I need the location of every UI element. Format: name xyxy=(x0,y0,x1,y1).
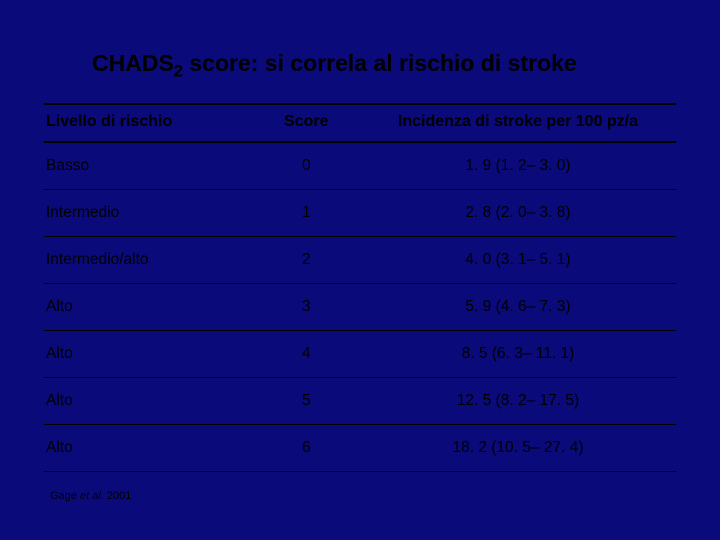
cell-score: 4 xyxy=(253,331,360,378)
cell-level: Alto xyxy=(44,284,253,331)
table-row: Intermedio/alto 2 4. 0 (3. 1– 5. 1) xyxy=(44,237,676,284)
table-row: Basso 0 1. 9 (1. 2– 3. 0) xyxy=(44,142,676,190)
cell-score: 0 xyxy=(253,142,360,190)
cell-incidence: 2. 8 (2. 0– 3. 8) xyxy=(360,190,676,237)
cell-incidence: 1. 9 (1. 2– 3. 0) xyxy=(360,142,676,190)
table-row: Alto 5 12. 5 (8. 2– 17. 5) xyxy=(44,378,676,425)
cell-score: 5 xyxy=(253,378,360,425)
title-post: score: si correla al rischio di stroke xyxy=(183,50,577,76)
cell-incidence: 18. 2 (10. 5– 27. 4) xyxy=(360,425,676,472)
cell-incidence: 12. 5 (8. 2– 17. 5) xyxy=(360,378,676,425)
citation: Gage et al. 2001 xyxy=(44,490,676,502)
title-pre: CHADS xyxy=(92,50,174,76)
cell-level: Intermedio/alto xyxy=(44,237,253,284)
title-subscript: 2 xyxy=(174,62,183,81)
table-row: Alto 4 8. 5 (6. 3– 11. 1) xyxy=(44,331,676,378)
cell-score: 1 xyxy=(253,190,360,237)
slide-title: CHADS2 score: si correla al rischio di s… xyxy=(44,50,676,77)
cell-incidence: 5. 9 (4. 6– 7. 3) xyxy=(360,284,676,331)
cell-level: Intermedio xyxy=(44,190,253,237)
col-header-level: Livello di rischio xyxy=(44,104,253,142)
slide: CHADS2 score: si correla al rischio di s… xyxy=(0,0,720,540)
cell-score: 3 xyxy=(253,284,360,331)
table-row: Alto 6 18. 2 (10. 5– 27. 4) xyxy=(44,425,676,472)
table-header-row: Livello di rischio Score Incidenza di st… xyxy=(44,104,676,142)
cell-level: Alto xyxy=(44,425,253,472)
table-body: Basso 0 1. 9 (1. 2– 3. 0) Intermedio 1 2… xyxy=(44,142,676,472)
cell-score: 2 xyxy=(253,237,360,284)
col-header-score: Score xyxy=(253,104,360,142)
citation-author: Gage xyxy=(50,490,80,502)
cell-level: Basso xyxy=(44,142,253,190)
cell-incidence: 4. 0 (3. 1– 5. 1) xyxy=(360,237,676,284)
col-header-incidence: Incidenza di stroke per 100 pz/a xyxy=(360,104,676,142)
table-row: Intermedio 1 2. 8 (2. 0– 3. 8) xyxy=(44,190,676,237)
cell-score: 6 xyxy=(253,425,360,472)
cell-level: Alto xyxy=(44,331,253,378)
citation-etal: et al. xyxy=(80,490,104,502)
table-row: Alto 3 5. 9 (4. 6– 7. 3) xyxy=(44,284,676,331)
risk-table: Livello di rischio Score Incidenza di st… xyxy=(44,103,676,472)
cell-level: Alto xyxy=(44,378,253,425)
cell-incidence: 8. 5 (6. 3– 11. 1) xyxy=(360,331,676,378)
citation-year: 2001 xyxy=(104,490,132,502)
